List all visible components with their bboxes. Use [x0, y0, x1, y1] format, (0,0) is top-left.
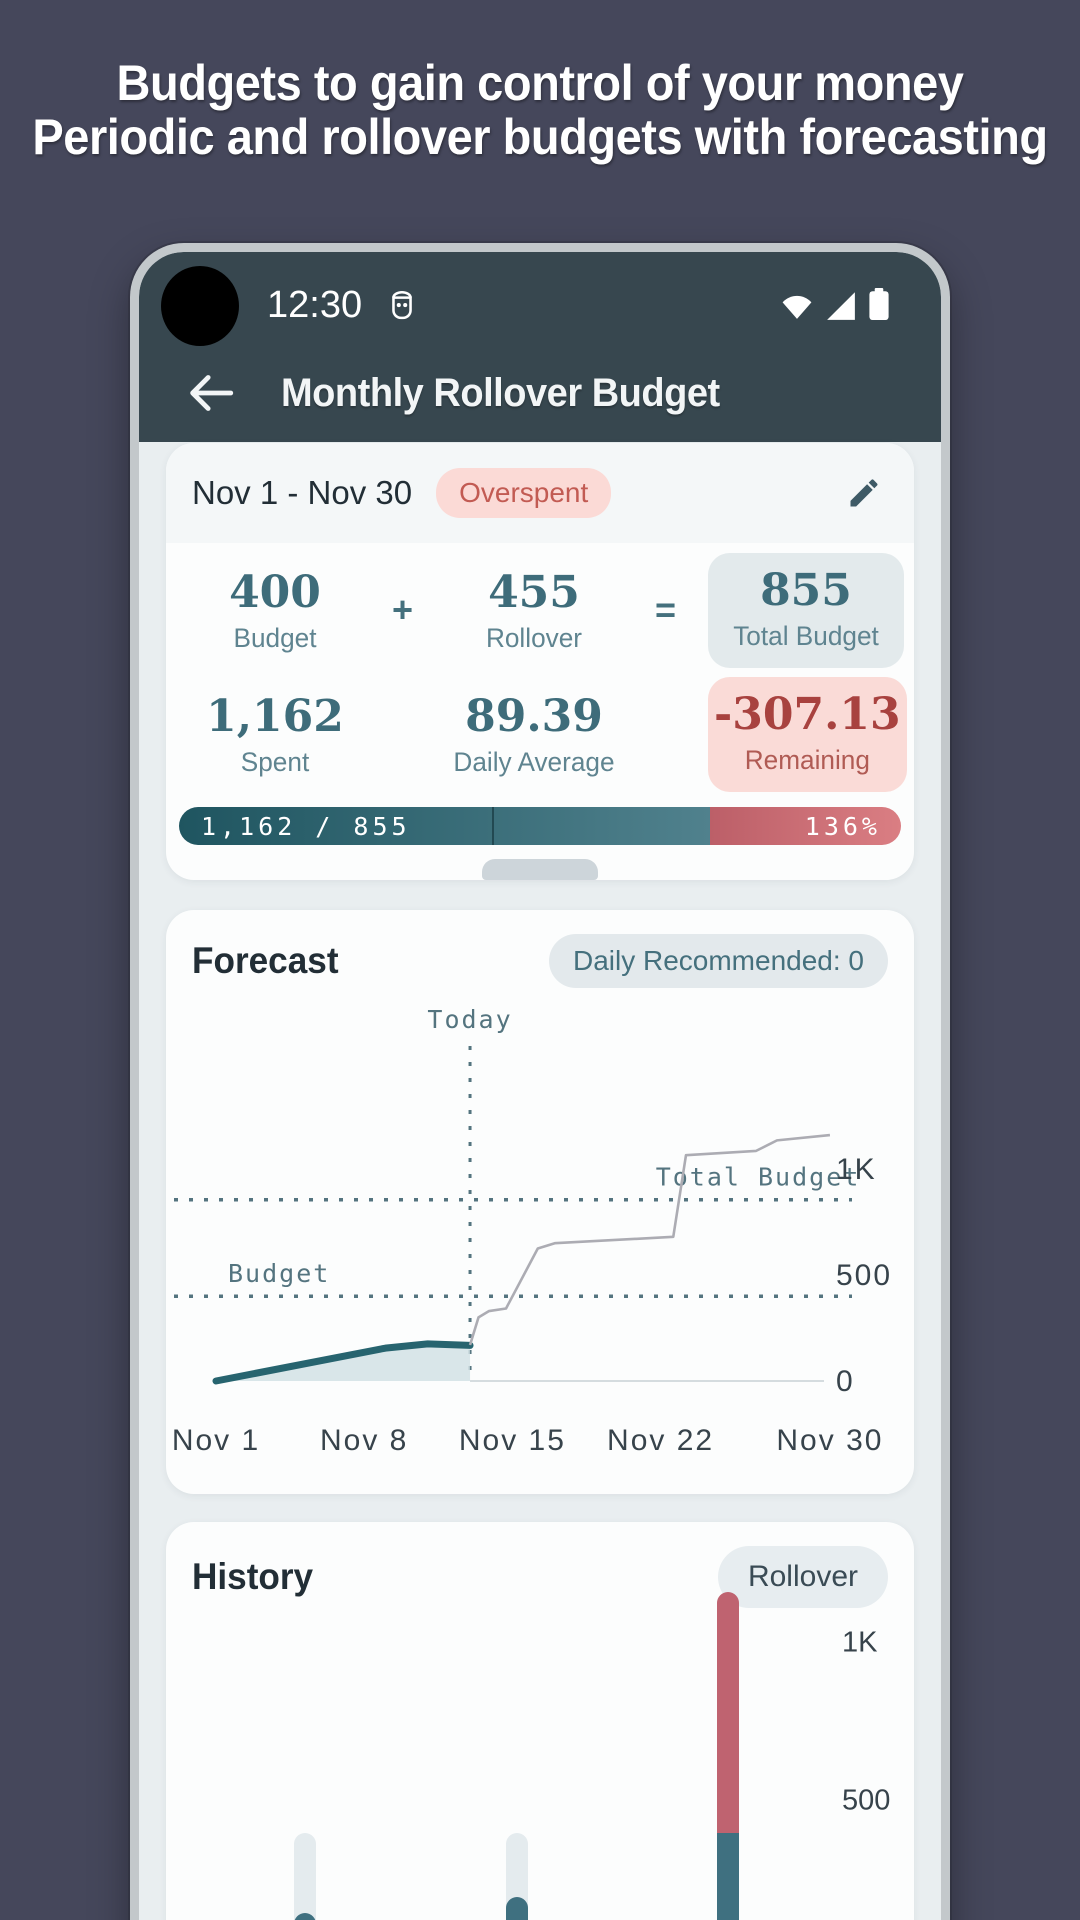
svg-text:Budget: Budget — [228, 1259, 330, 1288]
notification-icon — [389, 288, 415, 320]
remaining-label: Remaining — [744, 744, 870, 775]
svg-text:Nov 15: Nov 15 — [459, 1424, 566, 1457]
stat-remaining: -307.13 Remaining — [708, 676, 907, 792]
status-time: 12:30 — [267, 284, 363, 326]
total-budget-label: Total Budget — [733, 620, 879, 651]
daily-average-value: 89.39 — [465, 690, 603, 742]
budget-label: Budget — [233, 622, 317, 653]
svg-text:Total Budget: Total Budget — [656, 1163, 861, 1192]
forecast-title: Forecast — [192, 940, 339, 981]
status-badge: Overspent — [436, 468, 612, 518]
spent-value: 1,162 — [206, 690, 344, 742]
back-button[interactable] — [181, 363, 241, 423]
svg-text:Nov 1: Nov 1 — [172, 1424, 260, 1457]
svg-text:0: 0 — [836, 1365, 855, 1398]
progress-spent-segment — [179, 807, 711, 845]
marketing-headline: Budgets to gain control of your money Pe… — [32, 55, 1048, 165]
plus-sign: + — [391, 589, 414, 630]
status-icons — [781, 288, 889, 325]
progress-overspent-segment — [710, 807, 901, 845]
svg-text:500: 500 — [836, 1259, 892, 1292]
history-chart: 500 1K — [166, 1522, 914, 1920]
remaining-value: -307.13 — [714, 688, 901, 740]
history-card: History Rollover 500 1K — [166, 1522, 914, 1920]
history-title: History — [192, 1556, 314, 1597]
forecast-line — [468, 1133, 831, 1346]
equals-sign: = — [654, 589, 677, 630]
svg-text:1K: 1K — [836, 1153, 877, 1186]
status-and-app-bar: 12:30 — [139, 252, 941, 442]
budget-period-card: Nov 1 - Nov 30 Overspent 400 Budget + 45… — [166, 443, 914, 880]
stat-spent: 1,162 Spent — [190, 691, 360, 778]
headline-line-1: Budgets to gain control of your money — [116, 55, 964, 111]
phone-mockup: 12:30 — [130, 243, 950, 1920]
stat-rollover: 455 Rollover — [445, 567, 623, 654]
history-bar-spent — [506, 1897, 528, 1920]
rollover-value: 455 — [488, 566, 580, 618]
rollover-filter-chip[interactable]: Rollover — [717, 1546, 888, 1608]
progress-percent-text: 136% — [804, 812, 881, 841]
daily-average-label: Daily Average — [453, 746, 615, 777]
headline-line-2: Periodic and rollover budgets with forec… — [32, 109, 1048, 165]
svg-text:Nov 22: Nov 22 — [607, 1424, 714, 1457]
forecast-card: Forecast Daily Recommended: 0 Today Budge… — [166, 910, 914, 1494]
stat-total-budget: 855 Total Budget — [708, 552, 904, 668]
signal-icon — [825, 290, 857, 325]
page-title: Monthly Rollover Budget — [281, 370, 720, 415]
history-bar-spent — [717, 1832, 739, 1920]
battery-icon — [869, 288, 889, 325]
svg-text:Today: Today — [427, 1005, 512, 1034]
history-ytick: 500 — [842, 1784, 891, 1817]
history-bar-overspent — [717, 1591, 739, 1833]
history-bar-spent — [294, 1913, 316, 1920]
total-budget-value: 855 — [760, 564, 852, 616]
progress-ratio-text: 1,162 / 855 — [201, 812, 411, 841]
stat-daily-average: 89.39 Daily Average — [445, 691, 623, 778]
budget-value: 400 — [229, 566, 321, 618]
phone-screen: 12:30 — [139, 252, 941, 1920]
spent-label: Spent — [240, 746, 310, 777]
period-header: Nov 1 - Nov 30 Overspent — [166, 443, 914, 543]
history-ytick: 1K — [842, 1626, 878, 1659]
drag-handle[interactable] — [482, 859, 598, 880]
history-bar-track — [294, 1832, 316, 1920]
daily-recommended-chip: Daily Recommended: 0 — [548, 934, 888, 988]
camera-punch-hole — [161, 266, 239, 346]
svg-text:Nov 8: Nov 8 — [320, 1424, 408, 1457]
stat-budget: 400 Budget — [190, 567, 360, 654]
date-range: Nov 1 - Nov 30 — [192, 474, 413, 511]
progress-divider — [492, 807, 495, 845]
rollover-label: Rollover — [485, 622, 583, 653]
budget-progress-bar: 1,162 / 855 136% — [179, 807, 901, 845]
svg-text:Nov 30: Nov 30 — [776, 1424, 883, 1457]
edit-budget-button[interactable] — [840, 469, 888, 517]
forecast-chart: Today Budget Total Budget 0 500 1K Nov 1 Nov 8 N… — [172, 1005, 892, 1457]
wifi-icon — [781, 290, 813, 325]
actual-line — [212, 1340, 474, 1385]
